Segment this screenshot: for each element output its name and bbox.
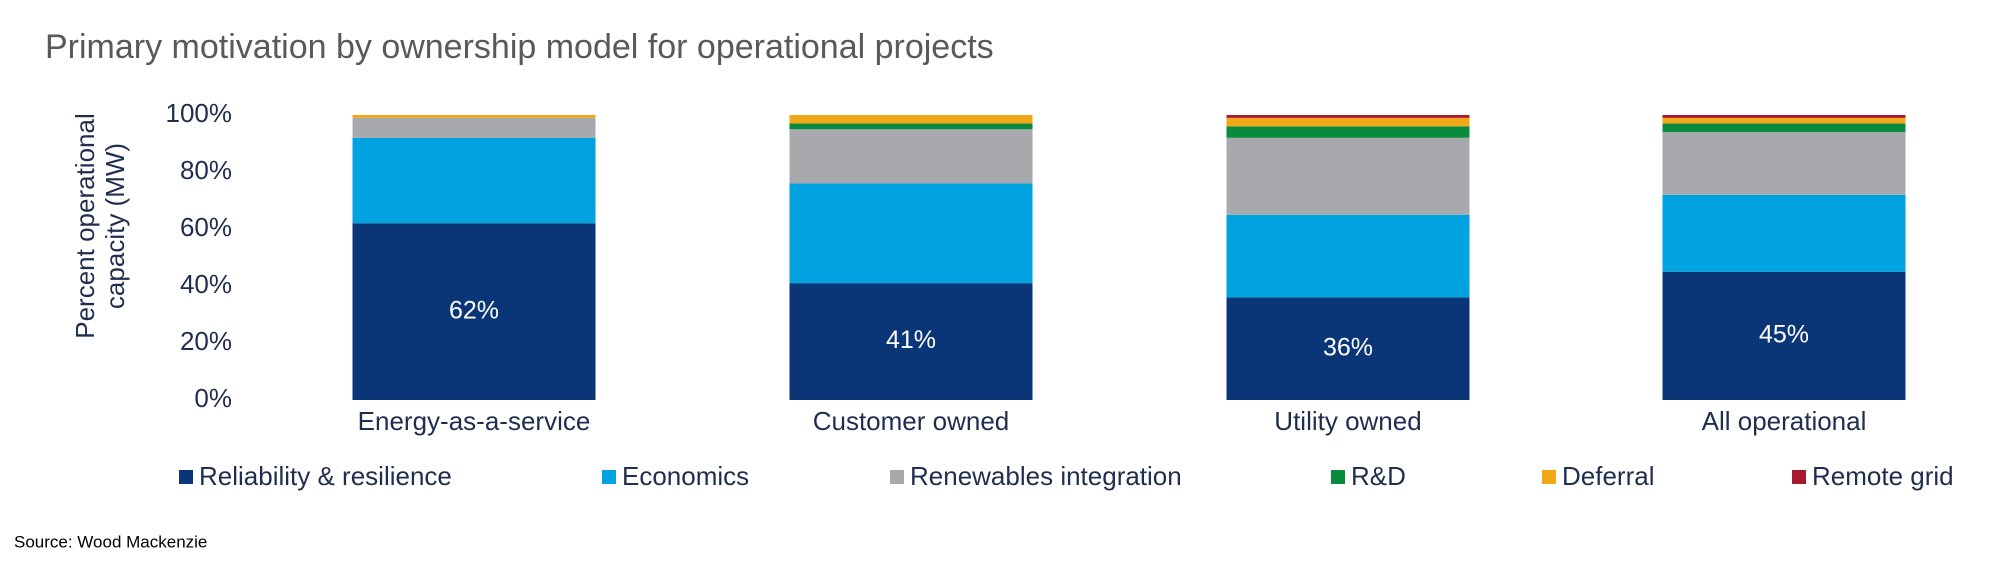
legend-swatch [1331,470,1345,484]
legend-label: Economics [622,461,749,491]
legend-label: Deferral [1562,461,1654,491]
data-label: 62% [449,296,499,324]
y-axis-title: Percent operational capacity (MW) [70,113,130,339]
legend-swatch [890,470,904,484]
y-tick-label: 0% [194,383,232,413]
bar-segment [352,115,596,118]
legend-label: Reliability & resilience [199,461,452,491]
legend-label: R&D [1351,461,1406,491]
bar-segment [1662,271,1906,400]
x-tick-label: Energy-as-a-service [358,406,591,436]
legend-label: Renewables integration [910,461,1182,491]
bar-segment [1662,194,1906,272]
bar-segment [352,137,596,224]
x-tick-label: Utility owned [1274,406,1421,436]
y-tick-label: 60% [180,212,232,242]
bar-segment [1662,123,1906,133]
bar-segment [1226,297,1470,400]
source-note: Source: Wood Mackenzie [14,532,207,551]
bar-segment [789,129,1033,184]
bar-segment [789,115,1033,124]
legend-swatch [1542,470,1556,484]
bar-segment [1662,115,1906,118]
y-tick-label: 20% [180,326,232,356]
x-tick-label: All operational [1702,406,1867,436]
y-tick-label: 80% [180,155,232,185]
bar-segment [1662,132,1906,195]
legend-swatch [179,470,193,484]
data-label: 45% [1759,320,1809,348]
chart-title: Primary motivation by ownership model fo… [45,28,994,66]
x-tick-label: Customer owned [813,406,1010,436]
bar-segment [789,283,1033,400]
bar-segment [352,223,596,400]
y-tick-label: 40% [180,269,232,299]
bar-segment [1662,117,1906,124]
bar-segment [1226,137,1470,215]
bar-segment [1226,117,1470,127]
bar-segment [1226,126,1470,138]
legend-swatch [1792,470,1806,484]
bar-segment [1226,115,1470,118]
bar-segment [352,117,596,138]
bar-segment [1226,214,1470,298]
legend-swatch [602,470,616,484]
y-tick-label: 100% [166,98,233,128]
bar-segment [789,183,1033,284]
data-label: 41% [886,326,936,354]
data-label: 36% [1323,333,1373,361]
bar-segment [789,123,1033,130]
legend-label: Remote grid [1812,461,1954,491]
